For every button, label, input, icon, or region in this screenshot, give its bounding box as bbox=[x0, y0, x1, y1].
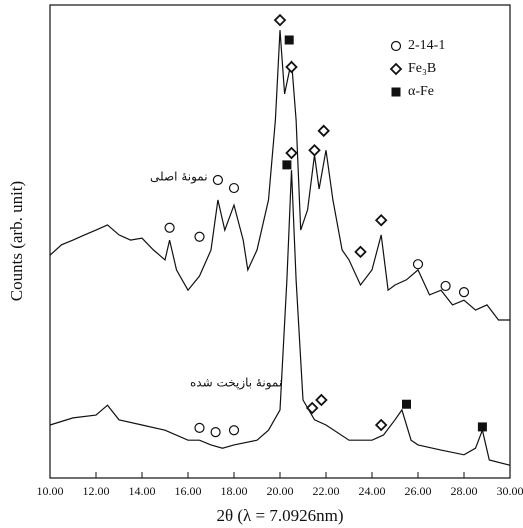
phase-marker bbox=[440, 280, 451, 292]
phase-marker bbox=[284, 35, 294, 45]
x-tick-label: 20.00 bbox=[267, 484, 294, 498]
x-tick-label: 12.00 bbox=[83, 484, 110, 498]
y-axis-label: Counts (arb. unit) bbox=[7, 181, 26, 301]
x-tick-label: 14.00 bbox=[129, 484, 156, 498]
phase-marker bbox=[374, 418, 388, 432]
phase-marker bbox=[305, 401, 319, 415]
x-tick-label: 16.00 bbox=[175, 484, 202, 498]
phase-marker bbox=[317, 124, 330, 138]
x-tick-label: 24.00 bbox=[359, 484, 386, 498]
x-axis-label: 2θ (λ = 7.0926nm) bbox=[216, 506, 343, 525]
phase-marker bbox=[228, 425, 240, 436]
phase-marker bbox=[194, 231, 205, 242]
phase-marker bbox=[354, 245, 367, 259]
legend-label: Fe₃B bbox=[408, 61, 436, 76]
phase-marker bbox=[477, 422, 487, 432]
legend-symbol bbox=[390, 40, 402, 52]
phase-marker bbox=[212, 174, 223, 186]
phase-marker bbox=[458, 287, 470, 298]
x-tick-label: 18.00 bbox=[221, 484, 248, 498]
phase-marker bbox=[282, 160, 292, 170]
x-tick-label: 22.00 bbox=[313, 484, 340, 498]
phase-marker bbox=[285, 146, 298, 160]
legend-symbol bbox=[391, 87, 401, 97]
x-tick-label: 30.00 bbox=[497, 484, 523, 498]
phase-marker bbox=[402, 399, 411, 409]
phase-marker bbox=[194, 422, 205, 433]
legend-label: 2-14-1 bbox=[408, 38, 445, 53]
spectrum-line bbox=[49, 170, 511, 466]
x-tick-label: 26.00 bbox=[405, 484, 432, 498]
phase-marker bbox=[210, 427, 221, 438]
series-label: نمونهٔ اصلی bbox=[150, 170, 208, 185]
phase-marker bbox=[412, 259, 424, 270]
legend-label: α-Fe bbox=[408, 84, 434, 99]
phase-marker bbox=[374, 213, 388, 227]
phase-marker bbox=[315, 393, 328, 407]
x-tick-label: 10.00 bbox=[37, 484, 64, 498]
phase-marker bbox=[164, 222, 175, 233]
phase-marker bbox=[285, 60, 298, 74]
spectrum-line bbox=[49, 30, 510, 321]
phase-marker bbox=[273, 13, 287, 27]
series-label: نمونهٔ بازپخت شده bbox=[190, 376, 282, 391]
x-tick-label: 28.00 bbox=[451, 484, 478, 498]
legend-symbol bbox=[389, 62, 403, 76]
phase-marker bbox=[308, 143, 321, 157]
phase-marker bbox=[228, 182, 240, 194]
